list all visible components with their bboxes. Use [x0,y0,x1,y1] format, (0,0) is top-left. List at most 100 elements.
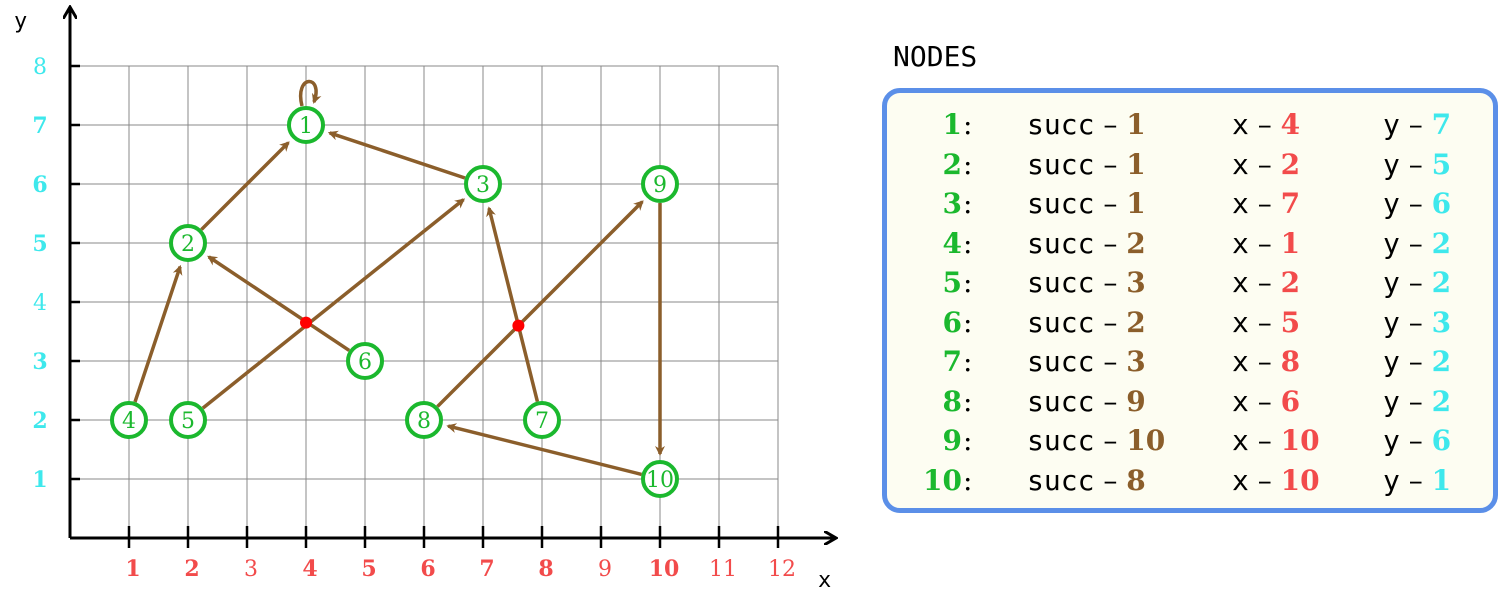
colon: : [963,384,973,418]
x-tick-label: 4 [302,556,317,582]
colon: : [963,147,973,181]
node-circle [641,460,679,498]
x-tick-label: 3 [244,557,258,582]
y-field: y – 7 [1383,108,1452,141]
crossing-point [300,316,312,329]
edge-arrow [436,200,644,408]
node-id: 4 [942,226,962,260]
colon: : [963,463,973,497]
y-field: y – 6 [1383,187,1452,220]
edge-arrow [486,206,540,402]
y-tick-label: 6 [32,172,47,198]
succ-field: succ – 1 [1027,108,1146,141]
node-circle [523,401,561,439]
node-id: 5 [942,266,962,299]
y-field: y – 5 [1383,147,1452,181]
x-tick-label: 8 [538,556,553,582]
x-tick-label: 6 [420,556,435,582]
node-circle [346,342,384,380]
node-label: 9 [653,173,667,198]
succ-field: succ – 9 [1027,384,1146,418]
x-tick-label: 2 [184,556,199,582]
node-id: 8 [942,384,962,418]
node-id: 7 [942,345,962,378]
x-tick-label: 1 [125,556,140,582]
edges [133,79,665,477]
node-circle [464,165,502,203]
x-field: x – 10 [1232,424,1320,457]
x-field: x – 2 [1232,147,1301,181]
y-field: y – 1 [1383,463,1452,497]
x-field: x – 7 [1232,187,1301,220]
y-field: y – 2 [1383,345,1452,378]
edge-arrow [327,130,466,180]
x-field: x – 2 [1232,266,1301,299]
colon: : [963,345,973,378]
node-id: 10 [923,463,962,497]
crossing-point [512,319,525,332]
succ-field: succ – 2 [1027,305,1146,339]
x-tick-label: 11 [709,557,737,582]
x-tick-label: 5 [361,556,376,582]
x-field: x – 5 [1232,305,1301,339]
colon: : [963,266,973,299]
edge-arrow [201,198,466,410]
node-circle [169,224,207,262]
x-tick-label: 12 [768,557,796,582]
edge-arrow [200,141,290,231]
y-field: y – 2 [1383,384,1452,418]
y-field: y – 2 [1383,266,1452,299]
x-tick-label: 10 [649,556,680,582]
node-label: 4 [122,409,136,434]
node-label: 7 [535,409,549,434]
colon: : [963,187,973,220]
y-tick-label: 7 [32,113,47,139]
y-tick-label: 8 [33,55,47,80]
crossing-points [300,316,525,332]
node-label: 6 [358,350,372,375]
colon: : [963,305,973,339]
y-axis-label: y [14,9,27,34]
succ-field: succ – 3 [1027,266,1146,299]
node-circle [110,401,148,439]
y-field: y – 3 [1383,305,1452,339]
node-id: 1 [942,108,962,141]
y-field: y – 6 [1383,424,1452,457]
node-label: 2 [181,232,195,257]
nodes-panel-title: NODES [893,40,978,73]
node-id: 6 [942,305,962,339]
node-id: 2 [942,147,962,181]
node-circle [405,401,443,439]
x-tick-label: 9 [598,557,612,582]
edge-self-loop [298,79,322,107]
edge-arrow [133,264,183,403]
node-label: 10 [646,468,674,493]
colon: : [963,108,973,141]
colon: : [963,226,973,260]
node-label: 1 [299,114,313,139]
y-tick-label: 4 [33,291,47,316]
node-label: 5 [181,409,195,434]
y-tick-label: 3 [32,349,47,375]
node-id: 3 [942,187,962,220]
axes [70,7,836,548]
edge-arrow [446,423,642,477]
x-field: x – 10 [1232,463,1320,497]
succ-field: succ – 1 [1027,147,1146,181]
colon: : [963,424,973,457]
node-circle [287,106,325,144]
x-field: x – 1 [1232,226,1301,260]
node-circle [169,401,207,439]
succ-field: succ – 1 [1027,187,1146,220]
x-axis-label: x [818,568,831,593]
x-field: x – 6 [1232,384,1301,418]
node-circle [641,165,679,203]
edge-arrow [207,255,351,352]
succ-field: succ – 2 [1027,226,1146,260]
nodes: 1 2 3 4 5 6 7 8 9 10 [110,106,679,498]
y-tick-label: 1 [32,467,47,493]
y-tick-label: 2 [32,408,47,434]
nodes-panel: 1: succ – 1 x – 4 y – 7 2: succ – 1 x – 2 y – 5… [882,88,1498,513]
